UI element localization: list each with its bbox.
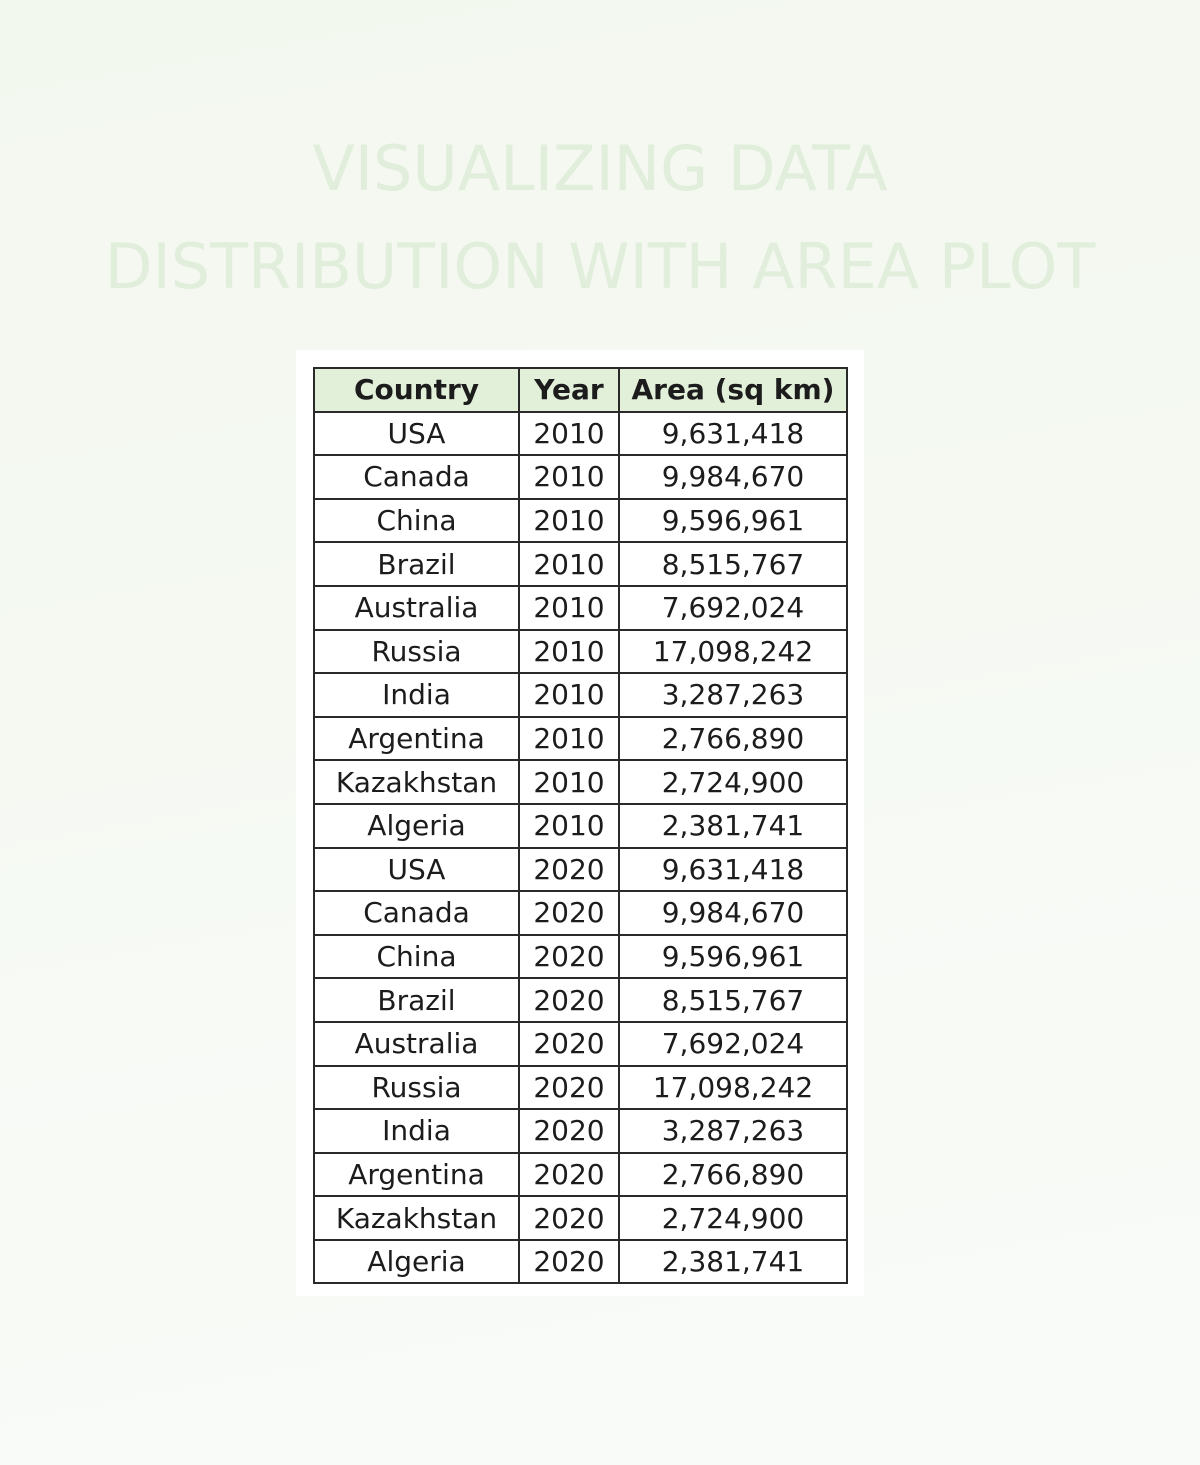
cell-year: 2020: [518, 1108, 620, 1154]
cell-year: 2010: [518, 628, 620, 675]
cell-year: 2020: [518, 1151, 620, 1198]
table-row: Kazakhstan 2010 2,724,900: [313, 759, 848, 805]
cell-area: 3,287,263: [618, 1108, 848, 1154]
cell-country: Australia: [313, 584, 520, 631]
cell-year: 2010: [518, 541, 620, 587]
cell-area: 9,631,418: [618, 846, 848, 893]
cell-country: Russia: [313, 628, 520, 675]
title-line-1: VISUALIZING DATA: [312, 132, 888, 205]
table-row: Kazakhstan 2020 2,724,900: [313, 1195, 848, 1241]
cell-year: 2020: [518, 933, 620, 980]
table-row: Algeria 2010 2,381,741: [313, 802, 848, 849]
cell-area: 2,766,890: [618, 715, 848, 762]
table-row: Argentina 2020 2,766,890: [313, 1151, 848, 1198]
table-row: Canada 2010 9,984,670: [313, 454, 848, 500]
cell-country: Canada: [313, 454, 520, 500]
cell-area: 9,984,670: [618, 454, 848, 500]
cell-year: 2010: [518, 410, 620, 457]
table-row: Brazil 2010 8,515,767: [313, 541, 848, 587]
table-row: USA 2010 9,631,418: [313, 410, 848, 457]
cell-area: 2,724,900: [618, 759, 848, 805]
cell-area: 7,692,024: [618, 584, 848, 631]
cell-country: USA: [313, 846, 520, 893]
cell-country: Argentina: [313, 715, 520, 762]
page-title: VISUALIZING DATA DISTRIBUTION WITH AREA …: [0, 120, 1200, 316]
cell-country: India: [313, 672, 520, 718]
cell-year: 2010: [518, 584, 620, 631]
table-row: Australia 2020 7,692,024: [313, 1020, 848, 1067]
data-table: Country Year Area (sq km) USA 2010 9,631,4…: [313, 367, 848, 1285]
cell-area: 8,515,767: [618, 977, 848, 1023]
cell-area: 9,596,961: [618, 497, 848, 544]
cell-area: 8,515,767: [618, 541, 848, 587]
table-row: China 2010 9,596,961: [313, 497, 848, 544]
header-year: Year: [518, 367, 620, 413]
cell-country: Russia: [313, 1064, 520, 1111]
cell-year: 2020: [518, 890, 620, 936]
cell-year: 2010: [518, 454, 620, 500]
cell-area: 2,381,741: [618, 1238, 848, 1285]
table-row: China 2020 9,596,961: [313, 933, 848, 980]
table-row: Russia 2020 17,098,242: [313, 1064, 848, 1111]
table-row: Australia 2010 7,692,024: [313, 584, 848, 631]
header-country: Country: [313, 367, 520, 413]
cell-area: 17,098,242: [618, 628, 848, 675]
cell-country: Algeria: [313, 802, 520, 849]
cell-area: 3,287,263: [618, 672, 848, 718]
table-header-row: Country Year Area (sq km): [313, 367, 848, 413]
cell-country: Brazil: [313, 541, 520, 587]
cell-year: 2010: [518, 715, 620, 762]
table-row: Algeria 2020 2,381,741: [313, 1238, 848, 1285]
cell-year: 2020: [518, 977, 620, 1023]
cell-country: China: [313, 933, 520, 980]
cell-area: 9,596,961: [618, 933, 848, 980]
cell-area: 2,381,741: [618, 802, 848, 849]
cell-year: 2010: [518, 497, 620, 544]
cell-country: China: [313, 497, 520, 544]
cell-area: 9,984,670: [618, 890, 848, 936]
cell-area: 2,766,890: [618, 1151, 848, 1198]
table-body: USA 2010 9,631,418 Canada 2010 9,984,670 China…: [313, 410, 848, 1285]
table-row: Brazil 2020 8,515,767: [313, 977, 848, 1023]
cell-country: Argentina: [313, 1151, 520, 1198]
cell-year: 2020: [518, 1064, 620, 1111]
cell-year: 2010: [518, 802, 620, 849]
cell-year: 2020: [518, 846, 620, 893]
cell-country: USA: [313, 410, 520, 457]
cell-country: Canada: [313, 890, 520, 936]
cell-country: Algeria: [313, 1238, 520, 1285]
table-row: USA 2020 9,631,418: [313, 846, 848, 893]
cell-country: India: [313, 1108, 520, 1154]
cell-country: Kazakhstan: [313, 759, 520, 805]
table-row: Russia 2010 17,098,242: [313, 628, 848, 675]
table-row: Argentina 2010 2,766,890: [313, 715, 848, 762]
cell-year: 2020: [518, 1195, 620, 1241]
cell-area: 7,692,024: [618, 1020, 848, 1067]
title-line-2: DISTRIBUTION WITH AREA PLOT: [104, 230, 1096, 303]
cell-area: 17,098,242: [618, 1064, 848, 1111]
header-area: Area (sq km): [618, 367, 848, 413]
cell-area: 9,631,418: [618, 410, 848, 457]
table-row: India 2010 3,287,263: [313, 672, 848, 718]
cell-area: 2,724,900: [618, 1195, 848, 1241]
table-row: India 2020 3,287,263: [313, 1108, 848, 1154]
cell-country: Australia: [313, 1020, 520, 1067]
cell-country: Brazil: [313, 977, 520, 1023]
cell-country: Kazakhstan: [313, 1195, 520, 1241]
table-row: Canada 2020 9,984,670: [313, 890, 848, 936]
cell-year: 2010: [518, 672, 620, 718]
cell-year: 2010: [518, 759, 620, 805]
cell-year: 2020: [518, 1020, 620, 1067]
cell-year: 2020: [518, 1238, 620, 1285]
